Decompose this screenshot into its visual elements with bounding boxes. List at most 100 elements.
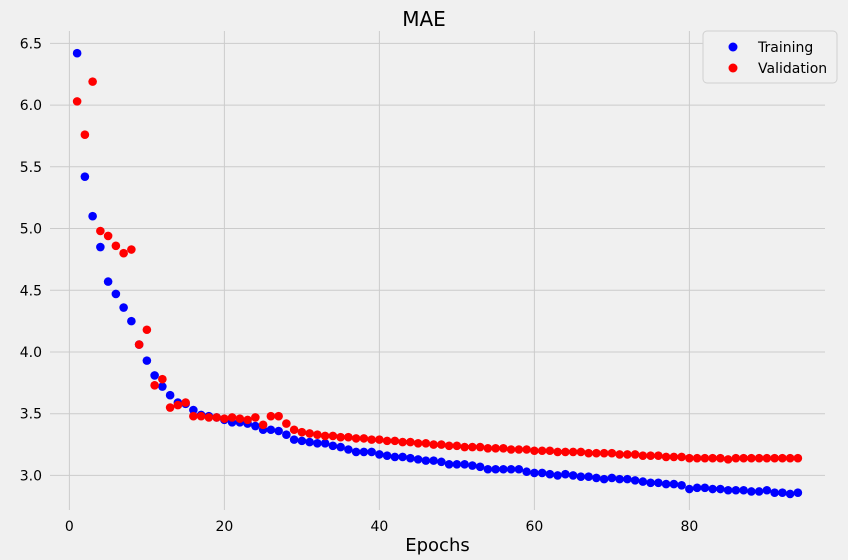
training-point: [382, 451, 392, 460]
validation-point: [708, 453, 717, 463]
training-point: [723, 485, 733, 495]
validation-point: [282, 419, 291, 428]
training-point: [80, 172, 90, 181]
training-point: [530, 468, 539, 478]
validation-point: [468, 442, 477, 452]
training-point: [638, 477, 648, 486]
training-point: [475, 462, 485, 472]
validation-point: [762, 453, 772, 463]
training-point: [390, 452, 400, 462]
validation-point: [623, 450, 632, 459]
training-point: [491, 464, 500, 474]
validation-point: [483, 443, 493, 453]
training-point: [305, 437, 314, 447]
validation-point: [615, 450, 624, 459]
training-point: [328, 441, 338, 451]
validation-point: [553, 447, 562, 457]
validation-point: [375, 435, 384, 444]
validation-point: [638, 451, 648, 460]
validation-point: [127, 245, 136, 254]
training-point: [661, 479, 671, 489]
training-point: [630, 476, 640, 485]
training-point: [406, 453, 415, 463]
validation-point: [119, 248, 128, 258]
chart-title: MAE: [402, 7, 446, 31]
training-point: [375, 450, 384, 459]
training-point: [731, 485, 741, 495]
training-point: [88, 211, 97, 221]
validation-point: [297, 427, 307, 437]
training-point: [499, 464, 508, 474]
validation-point: [661, 452, 671, 462]
validation-point: [251, 413, 260, 422]
x-tick-label: 40: [370, 519, 388, 535]
validation-point: [165, 403, 175, 412]
training-point: [320, 439, 330, 448]
training-point: [708, 484, 717, 494]
training-point: [793, 488, 803, 498]
validation-point: [367, 435, 376, 444]
validation-point: [243, 415, 252, 425]
training-point: [468, 461, 477, 470]
validation-point: [336, 432, 345, 442]
validation-point: [778, 453, 787, 463]
validation-point: [475, 442, 485, 452]
training-point: [762, 485, 772, 495]
training-point: [506, 464, 516, 474]
validation-point: [196, 411, 206, 421]
validation-point: [328, 431, 338, 441]
training-point: [351, 447, 361, 457]
x-tick-label: 80: [680, 519, 698, 535]
training-point: [398, 452, 407, 462]
y-tick-label: 3.0: [20, 468, 42, 484]
validation-point: [142, 325, 152, 335]
training-point: [646, 478, 655, 488]
validation-point: [561, 447, 570, 457]
training-point: [615, 474, 624, 484]
training-point: [72, 48, 82, 58]
y-tick-label: 4.5: [20, 283, 42, 299]
validation-point: [204, 413, 214, 422]
training-point: [336, 442, 345, 452]
validation-point: [351, 434, 361, 443]
validation-point: [700, 453, 710, 463]
validation-point: [592, 448, 601, 458]
training-point: [367, 447, 376, 457]
training-point: [444, 460, 454, 469]
training-point: [460, 460, 469, 469]
training-point: [700, 483, 710, 493]
validation-point: [320, 431, 330, 441]
validation-point: [150, 381, 159, 390]
training-point: [747, 487, 756, 496]
legend-label-validation: Validation: [758, 61, 827, 77]
validation-point: [716, 453, 725, 463]
training-point: [537, 468, 547, 478]
validation-point: [646, 451, 655, 460]
training-point: [127, 316, 136, 326]
training-point: [282, 430, 291, 439]
validation-point: [96, 226, 105, 236]
training-point: [576, 472, 586, 481]
training-point: [111, 289, 121, 299]
validation-point: [173, 400, 183, 410]
training-point: [165, 390, 175, 400]
training-point: [692, 483, 702, 493]
y-tick-label: 5.5: [20, 160, 42, 176]
training-point: [685, 484, 694, 494]
training-point: [274, 426, 283, 436]
training-point: [313, 439, 322, 448]
training-point: [553, 471, 562, 480]
x-axis-label: Epochs: [405, 535, 470, 556]
training-point: [514, 464, 524, 474]
validation-point: [747, 453, 756, 463]
training-point: [421, 456, 431, 465]
validation-point: [630, 450, 640, 459]
training-point: [103, 277, 113, 286]
validation-point: [514, 445, 524, 454]
y-tick-label: 3.5: [20, 407, 42, 423]
validation-point: [584, 448, 593, 458]
validation-point: [530, 446, 539, 456]
validation-point: [274, 411, 283, 421]
validation-point: [406, 437, 415, 447]
